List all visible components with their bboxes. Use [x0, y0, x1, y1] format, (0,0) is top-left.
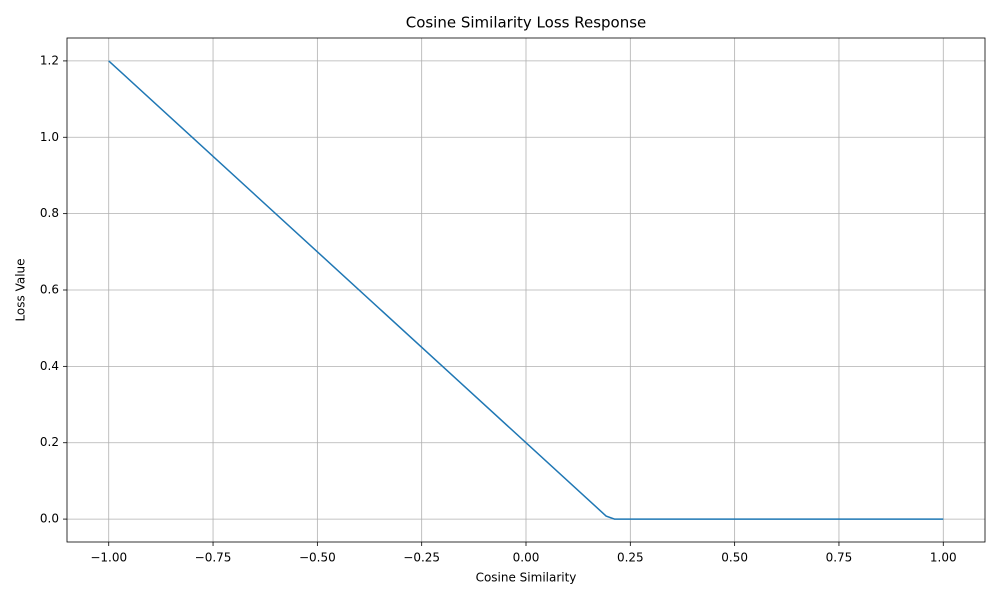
y-tick-label: 0.6	[40, 283, 59, 297]
x-tick-label: −1.00	[90, 551, 127, 565]
y-tick-label: 0.4	[40, 359, 59, 373]
y-tick-label: 0.8	[40, 206, 59, 220]
x-tick-label: 0.00	[513, 551, 540, 565]
y-tick-label: 0.2	[40, 435, 59, 449]
x-tick-label: −0.50	[299, 551, 336, 565]
x-axis-label: Cosine Similarity	[476, 571, 577, 585]
x-tick-label: −0.25	[403, 551, 440, 565]
axes-frame	[66, 37, 986, 543]
line-series	[108, 60, 944, 520]
y-tick-label: 1.0	[40, 130, 59, 144]
x-tick-label: −0.75	[195, 551, 232, 565]
y-axis-label: Loss Value	[14, 258, 28, 321]
y-tick-label: 0.0	[40, 512, 59, 526]
x-tick-label: 1.00	[930, 551, 957, 565]
y-tick-label: 1.2	[40, 53, 59, 67]
x-tick-label: 0.50	[721, 551, 748, 565]
x-tick-label: 0.75	[826, 551, 853, 565]
chart-title: Cosine Similarity Loss Response	[406, 14, 647, 32]
x-tick-label: 0.25	[617, 551, 644, 565]
